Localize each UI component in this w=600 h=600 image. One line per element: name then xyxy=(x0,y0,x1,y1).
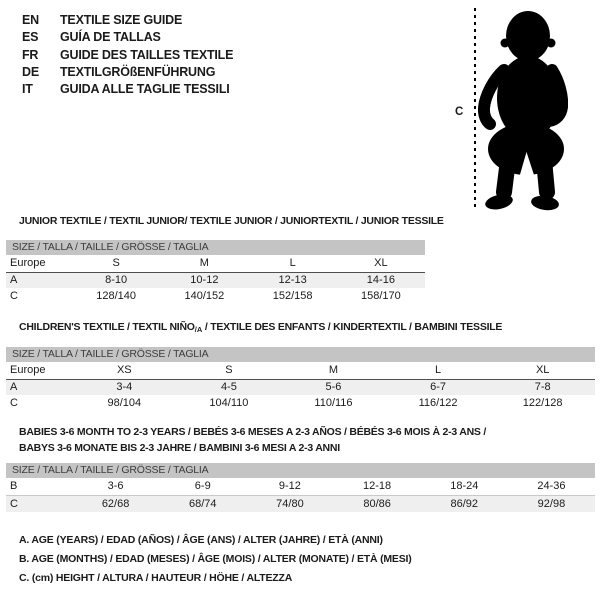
row-label: C xyxy=(10,397,18,409)
age-cell: 4-5 xyxy=(220,381,237,393)
language-title-list: EN TEXTILE SIZE GUIDE ES GUÍA DE TALLAS … xyxy=(22,12,233,98)
height-cell: 98/104 xyxy=(107,397,142,409)
height-cell: 110/116 xyxy=(314,397,353,409)
size-cell: L xyxy=(435,364,442,376)
table-row-europe: Europe S M L XL xyxy=(6,255,425,273)
language-code: ES xyxy=(22,30,39,45)
footnote-height-cm: C. (cm) HEIGHT / ALTURA / HAUTEUR / HÖHE… xyxy=(19,572,293,584)
row-label: A xyxy=(10,274,18,286)
size-cell: XL xyxy=(535,364,550,376)
language-row-it: IT GUIDA ALLE TAGLIE TESSILI xyxy=(22,81,233,98)
height-measure-label: C xyxy=(455,106,464,118)
table-row-months: B 3-6 6-9 9-12 12-18 18-24 24-36 xyxy=(6,478,595,496)
size-table-header: SIZE / TALLA / TAILLE / GRÖSSE / TAGLIA xyxy=(6,463,595,478)
size-cell: XS xyxy=(116,364,132,376)
section-title-babies-line2: BABYS 3-6 MONATE BIS 2-3 JAHRE / BAMBINI… xyxy=(19,442,340,454)
height-cell: 104/110 xyxy=(209,397,249,409)
footnote-age-months: B. AGE (MONTHS) / EDAD (MESES) / ÂGE (MO… xyxy=(19,553,412,565)
size-cell: M xyxy=(328,364,339,376)
age-cell: 12-13 xyxy=(278,274,307,286)
section-title-children-main: CHILDREN'S TEXTILE / TEXTIL NIÑO xyxy=(19,321,195,333)
row-label: A xyxy=(10,381,18,393)
age-cell: 7-8 xyxy=(534,381,551,393)
language-code: FR xyxy=(22,47,39,62)
size-table-header: SIZE / TALLA / TAILLE / GRÖSSE / TAGLIA xyxy=(6,240,425,255)
section-title-children-subscript: /A xyxy=(194,325,203,334)
months-cell: 9-12 xyxy=(278,480,301,492)
age-cell: 10-12 xyxy=(190,274,219,286)
height-cell: 122/128 xyxy=(522,397,563,409)
section-title-children: CHILDREN'S TEXTILE / TEXTIL NIÑO/A / TEX… xyxy=(19,320,502,337)
language-title: TEXTILE SIZE GUIDE xyxy=(60,13,183,27)
table-row-height: C 62/68 68/74 74/80 80/86 86/92 92/98 xyxy=(6,496,595,512)
size-table-children: SIZE / TALLA / TAILLE / GRÖSSE / TAGLIA … xyxy=(6,347,595,411)
size-table-header: SIZE / TALLA / TAILLE / GRÖSSE / TAGLIA xyxy=(6,347,595,362)
table-row-height: C 98/104 104/110 110/116 116/122 122/128 xyxy=(6,395,595,411)
size-table-junior: SIZE / TALLA / TAILLE / GRÖSSE / TAGLIA … xyxy=(6,240,425,304)
language-title: GUIDE DES TAILLES TEXTILE xyxy=(60,47,234,62)
language-title: TEXTILGRÖßENFÜHRUNG xyxy=(60,64,216,79)
row-label: Europe xyxy=(10,364,46,376)
age-cell: 8-10 xyxy=(105,274,128,286)
age-cell: 3-4 xyxy=(116,381,133,393)
size-cell: L xyxy=(289,257,296,269)
language-row-es: ES GUÍA DE TALLAS xyxy=(22,29,233,46)
section-title-babies-line1: BABIES 3-6 MONTH TO 2-3 YEARS / BEBÉS 3-… xyxy=(19,426,487,438)
footnote-age-years: A. AGE (YEARS) / EDAD (AÑOS) / ÂGE (ANS)… xyxy=(19,534,383,546)
age-cell: 14-16 xyxy=(366,274,395,286)
language-code: EN xyxy=(22,13,39,27)
table-row-height: C 128/140 140/152 152/158 158/170 xyxy=(6,288,425,304)
section-title-junior: JUNIOR TEXTILE / TEXTIL JUNIOR/ TEXTILE … xyxy=(19,215,444,227)
size-cell: M xyxy=(199,257,209,269)
language-row-de: DE TEXTILGRÖßENFÜHRUNG xyxy=(22,64,233,81)
section-title-children-rest: / TEXTILE DES ENFANTS / KINDERTEXTIL / B… xyxy=(202,321,503,333)
baby-silhouette-figure xyxy=(478,11,568,211)
height-cell: 116/122 xyxy=(418,397,458,409)
height-cell: 86/92 xyxy=(450,498,479,510)
footnote-legend: A. AGE (YEARS) / EDAD (AÑOS) / ÂGE (ANS)… xyxy=(19,531,412,588)
table-row-age: A 8-10 10-12 12-13 14-16 xyxy=(6,273,425,288)
months-cell: 12-18 xyxy=(363,480,392,492)
height-cell: 158/170 xyxy=(360,290,401,302)
language-row-fr: FR GUIDE DES TAILLES TEXTILE xyxy=(22,47,233,64)
section-title-babies: BABIES 3-6 MONTH TO 2-3 YEARS / BEBÉS 3-… xyxy=(19,424,486,456)
months-cell: 6-9 xyxy=(194,480,211,492)
age-cell: 5-6 xyxy=(325,381,342,393)
language-title: GUÍA DE TALLAS xyxy=(60,30,161,45)
table-row-europe: Europe XS S M L XL xyxy=(6,362,595,380)
months-cell: 3-6 xyxy=(107,480,124,492)
language-row-en: EN TEXTILE SIZE GUIDE xyxy=(22,12,233,29)
row-label: Europe xyxy=(10,257,46,269)
row-label: C xyxy=(10,498,18,510)
height-measure-dashed-line xyxy=(474,8,476,209)
size-cell: S xyxy=(112,257,120,269)
months-cell: 24-36 xyxy=(537,480,566,492)
height-cell: 140/152 xyxy=(184,290,225,302)
row-label: C xyxy=(10,290,18,302)
language-code: DE xyxy=(22,64,39,79)
height-cell: 80/86 xyxy=(363,498,391,510)
size-table-babies: SIZE / TALLA / TAILLE / GRÖSSE / TAGLIA … xyxy=(6,463,595,512)
table-row-age: A 3-4 4-5 5-6 6-7 7-8 xyxy=(6,380,595,395)
size-cell: S xyxy=(225,364,233,376)
height-cell: 74/80 xyxy=(276,498,304,510)
language-code: IT xyxy=(22,82,33,97)
height-cell: 62/68 xyxy=(101,498,130,510)
height-cell: 68/74 xyxy=(188,498,217,510)
height-cell: 128/140 xyxy=(96,290,136,302)
months-cell: 18-24 xyxy=(450,480,479,492)
language-title: GUIDA ALLE TAGLIE TESSILI xyxy=(60,82,230,97)
size-cell: XL xyxy=(374,257,388,269)
row-label: B xyxy=(10,480,18,492)
height-cell: 152/158 xyxy=(272,290,313,302)
age-cell: 6-7 xyxy=(430,381,447,393)
height-cell: 92/98 xyxy=(537,498,566,510)
